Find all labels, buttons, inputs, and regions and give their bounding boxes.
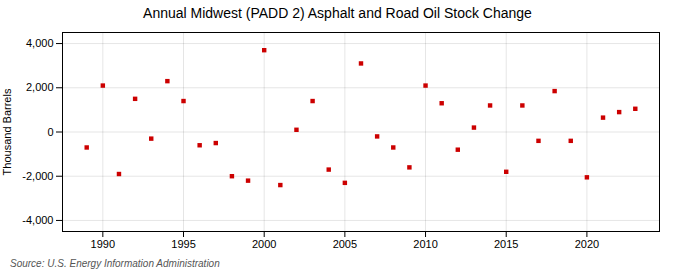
svg-text:4,000: 4,000: [26, 37, 54, 49]
svg-text:-2,000: -2,000: [22, 170, 53, 182]
html-text:Source: U.S. Energy Informatio: Source: U.S. Energy Information Administ…: [10, 258, 220, 269]
html-text:Annual Midwest (PADD 2) Asphal: Annual Midwest (PADD 2) Asphalt and Road…: [143, 5, 532, 21]
svg-text:1995: 1995: [171, 238, 195, 250]
svg-text:-4,000: -4,000: [22, 214, 53, 226]
svg-text:Thousand Barrels: Thousand Barrels: [1, 88, 13, 175]
svg-text:2005: 2005: [333, 238, 357, 250]
svg-text:2020: 2020: [575, 238, 599, 250]
svg-text:2000: 2000: [252, 238, 276, 250]
svg-text:2,000: 2,000: [26, 81, 54, 93]
svg-text:1990: 1990: [91, 238, 115, 250]
svg-text:0: 0: [47, 126, 53, 138]
svg-text:2015: 2015: [494, 238, 518, 250]
svg-text:2010: 2010: [413, 238, 437, 250]
